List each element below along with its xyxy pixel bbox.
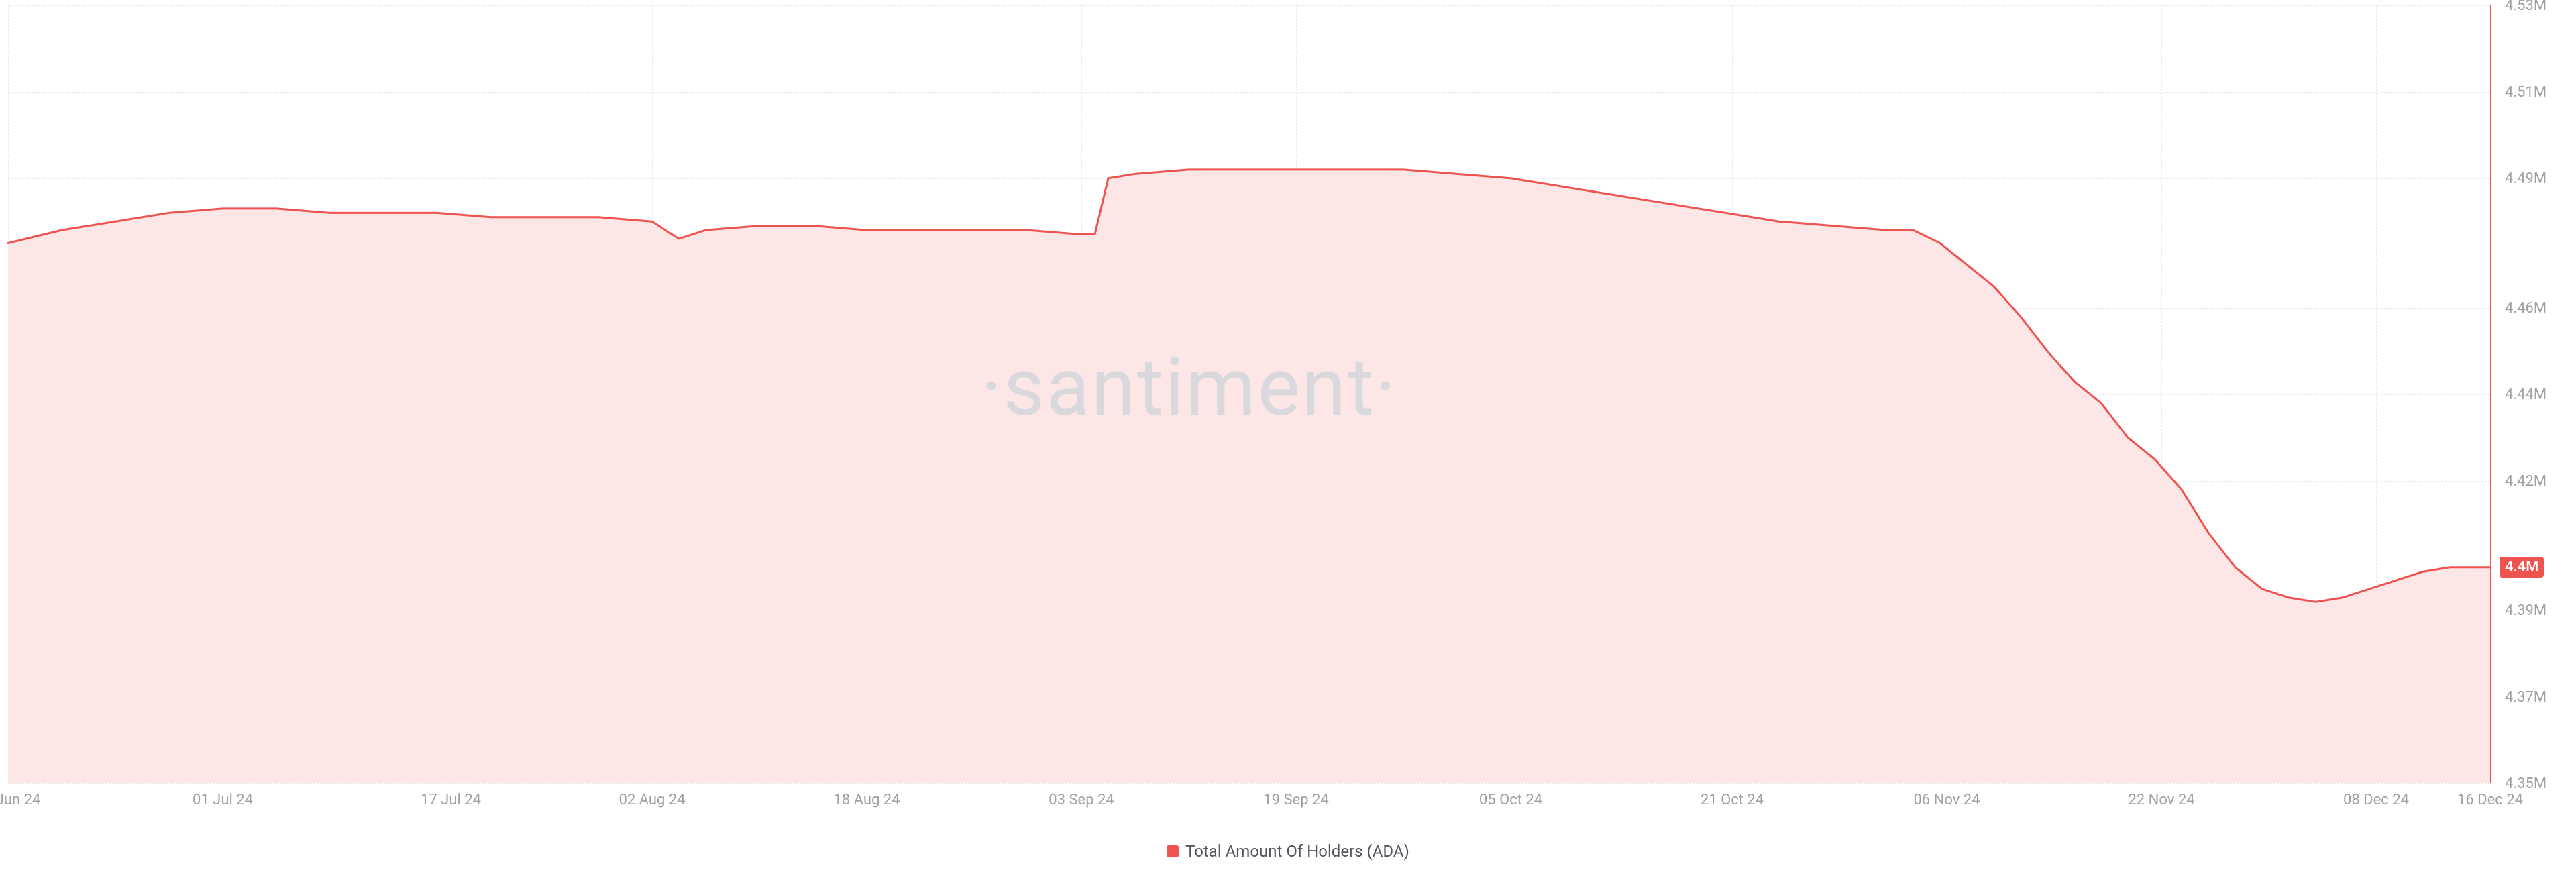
x-tick-label: 08 Dec 24 [2343,792,2409,808]
grid-line-h [8,783,2490,784]
y-tick-label: 4.35M [2505,775,2546,792]
current-value-badge: 4.4M [2500,557,2544,578]
x-tick-label: 03 Sep 24 [1049,792,1114,808]
y-axis-line [2490,5,2491,783]
y-tick-label: 4.44M [2505,386,2546,403]
x-tick-label: 06 Nov 24 [1913,792,1980,808]
plot-area: ·santiment· [8,5,2490,783]
current-value-text: 4.4M [2505,559,2538,576]
legend-swatch [1167,845,1179,857]
x-tick-label: 21 Oct 24 [1701,792,1764,808]
x-tick-label: 22 Nov 24 [2128,792,2194,808]
y-tick-label: 4.42M [2505,473,2546,490]
x-tick-label: 19 Sep 24 [1263,792,1328,808]
y-tick-label: 4.53M [2505,0,2546,14]
y-tick-label: 4.46M [2505,300,2546,317]
x-tick-label: 01 Jul 24 [193,792,253,808]
x-tick-label: 16 Dec 24 [2457,792,2523,808]
y-tick-label: 4.49M [2505,170,2546,187]
legend: Total Amount Of Holders (ADA) [1167,842,1409,861]
area-series [8,5,2490,783]
y-tick-label: 4.37M [2505,689,2546,706]
x-tick-label: 17 Jul 24 [421,792,481,808]
x-tick-label: 15 Jun 24 [0,792,40,808]
y-tick-label: 4.39M [2505,602,2546,619]
x-tick-label: 05 Oct 24 [1479,792,1542,808]
x-tick-label: 18 Aug 24 [833,792,900,808]
chart-container: ·santiment· 4.35M 4.37M 4.39M 4.42M 4.44M 4.4… [0,0,2576,872]
y-tick-label: 4.51M [2505,84,2546,101]
area-fill [8,170,2490,783]
x-tick-label: 02 Aug 24 [619,792,685,808]
legend-label: Total Amount Of Holders (ADA) [1185,842,1409,861]
